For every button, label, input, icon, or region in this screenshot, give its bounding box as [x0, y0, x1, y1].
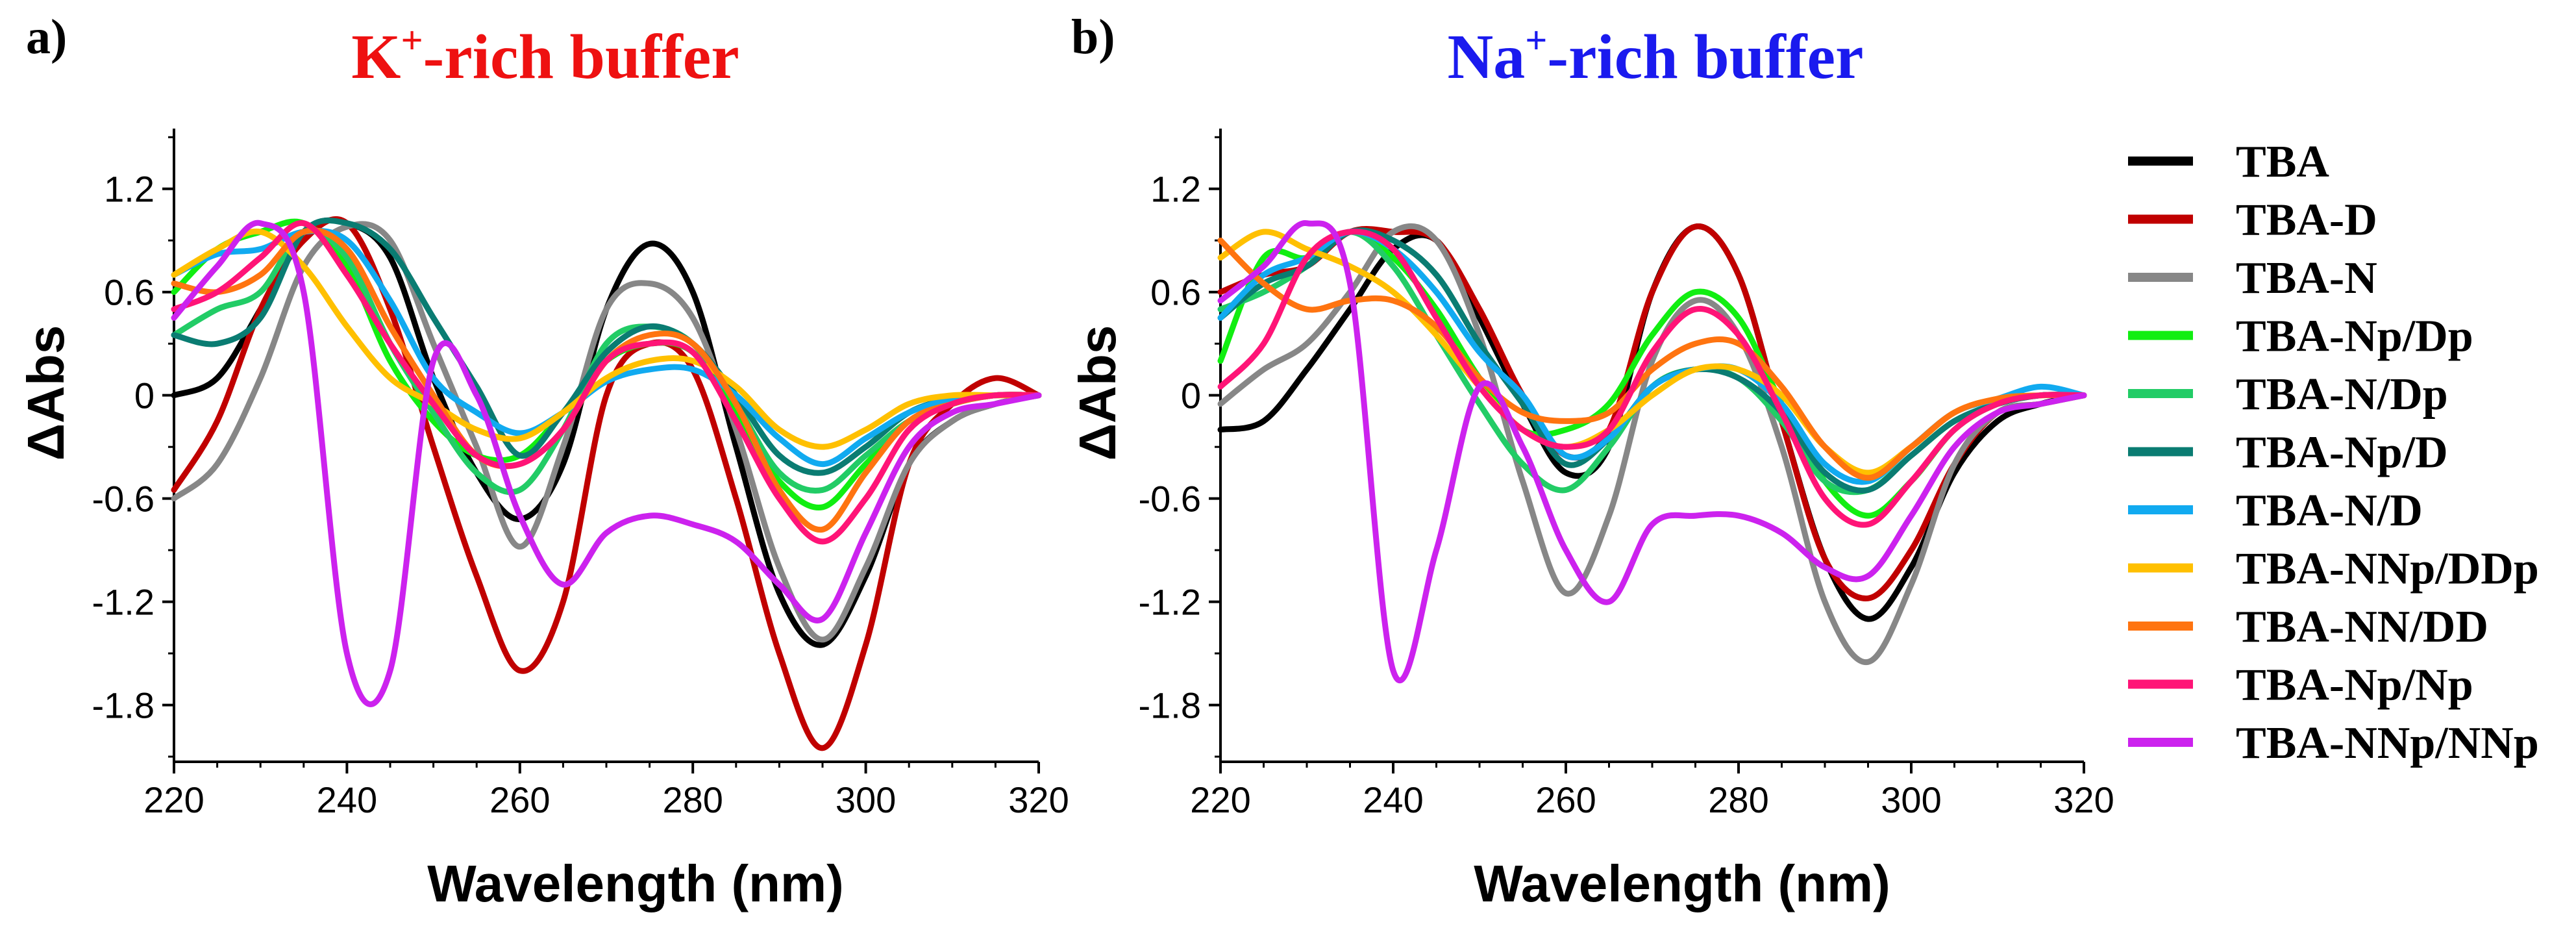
y-tick-label: 0 [134, 375, 155, 416]
x-axis-title-a: Wavelength (nm) [427, 855, 843, 912]
y-tick-label: -1.8 [92, 685, 155, 726]
panel-b: b) Na+-rich buffer 220 240 260 280 300 320 1.2… [1069, 10, 2114, 912]
panel-label-a: a) [26, 10, 67, 64]
series-line-tba-n [1217, 223, 2087, 665]
panel-title-a: K+-rich buffer [351, 19, 739, 92]
y-tick-label: -1.2 [1139, 582, 1202, 623]
x-tick-label: 280 [662, 779, 723, 820]
y-tick-label: 0 [1181, 375, 1201, 416]
legend-label-tba-nn-dd: TBA-NN/DD [2236, 602, 2488, 652]
legend-label-tba-n: TBA-N [2236, 253, 2377, 303]
legend-label-tba-nnp-ddp: TBA-NNp/DDp [2236, 544, 2539, 594]
panel-label-b: b) [1071, 10, 1115, 64]
title-rest-a: -rich buffer [423, 22, 739, 92]
plot-area-b: 220 240 260 280 300 320 1.2 0.6 0 -0.6 -1.2 -1.8 [1139, 129, 2114, 820]
y-tick-label: 1.2 [1150, 169, 1201, 210]
y-tick-label: 1.2 [104, 169, 155, 210]
series-line-tba-nnp-nnp [1217, 220, 2087, 684]
x-tick-label: 280 [1708, 779, 1768, 820]
legend-label-tba-nnp-nnp: TBA-NNp/NNp [2236, 718, 2539, 768]
series-line-tba-n [171, 221, 1042, 643]
x-tick-label: 320 [1008, 779, 1069, 820]
y-axis-title-b: ΔAbs [1069, 325, 1126, 461]
x-tick-label: 300 [836, 779, 896, 820]
series-line-tba-nnp-nnp [171, 220, 1042, 707]
x-tick-label: 320 [2053, 779, 2114, 820]
x-tick-label: 260 [1535, 779, 1596, 820]
y-tick-label: -1.8 [1139, 685, 1202, 726]
title-sup-a: + [401, 19, 423, 62]
x-tick-label: 240 [317, 779, 377, 820]
title-rest-b: -rich buffer [1547, 22, 1863, 92]
legend-label-tba-d: TBA-D [2236, 195, 2377, 245]
x-tick-label: 260 [489, 779, 550, 820]
y-tick-label: 0.6 [1150, 272, 1201, 313]
y-axis-title-a: ΔAbs [17, 325, 75, 461]
y-tick-label: -1.2 [92, 582, 155, 623]
legend-label-tba-n-dp: TBA-N/Dp [2236, 370, 2448, 420]
series-line-tba-np-np [171, 220, 1042, 545]
y-tick-label: -0.6 [1139, 479, 1202, 520]
legend-label-tba-np-dp: TBA-Np/Dp [2236, 312, 2473, 362]
series-line-tba-np-np [1217, 229, 2087, 528]
legend-label-tba-np-np: TBA-Np/Np [2236, 660, 2473, 710]
legend-label-tba-n-d: TBA-N/D [2236, 486, 2423, 536]
series-line-tba-nn-dd [1217, 237, 2087, 481]
series-line-tba-nnp-ddp [171, 228, 1042, 450]
panel-a: a) K+-rich buffer 220 240 260 280 300 320 1.2 0… [17, 10, 1069, 912]
y-tick-label: 0.6 [104, 272, 155, 313]
title-sup-b: + [1525, 19, 1547, 62]
legend-label-tba-np-d: TBA-Np/D [2236, 428, 2448, 478]
x-axis-title-b: Wavelength (nm) [1474, 855, 1890, 912]
title-ion-a: K [351, 22, 401, 92]
title-ion-b: Na [1447, 22, 1525, 92]
x-tick-label: 300 [1881, 779, 1941, 820]
x-tick-label: 240 [1363, 779, 1423, 820]
legend-label-tba: TBA [2236, 137, 2329, 187]
panel-title-b: Na+-rich buffer [1447, 19, 1863, 92]
x-tick-label: 220 [1190, 779, 1250, 820]
legend: TBA TBA-D TBA-N TBA-Np/Dp TBA-N/Dp TBA-Np/D TB… [2128, 137, 2539, 768]
y-tick-label: -0.6 [92, 479, 155, 520]
plot-area-a: 220 240 260 280 300 320 1.2 0.6 0 -0.6 -1.2 -1.8 [92, 129, 1069, 820]
x-tick-label: 220 [143, 779, 204, 820]
